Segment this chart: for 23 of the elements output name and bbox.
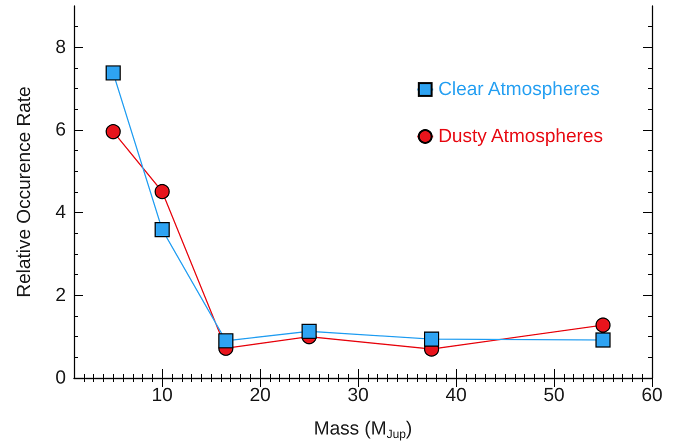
point <box>106 124 121 140</box>
y-tick-label: 6 <box>55 120 66 140</box>
x-tick-label: 40 <box>445 385 467 406</box>
y-tick-label: 8 <box>55 36 66 58</box>
point <box>424 332 440 347</box>
point <box>595 332 611 348</box>
legend-label: Dusty Atmospheres <box>438 126 603 147</box>
point <box>218 333 234 348</box>
y-axis-title: Relative Occurence Rate <box>14 86 35 298</box>
x-tick-label: 60 <box>641 385 663 406</box>
y-tick-label: 0 <box>55 368 66 388</box>
y-tick-label: 2 <box>55 284 66 306</box>
point <box>302 324 317 339</box>
y-tick-label: 4 <box>55 202 66 224</box>
point <box>106 65 121 81</box>
x-tick-label: 10 <box>152 385 173 406</box>
point <box>154 222 170 238</box>
x-tick-label: 30 <box>348 385 369 406</box>
x-tick-label: 50 <box>543 385 565 406</box>
point <box>595 317 611 333</box>
legend-label: Clear Atmospheres <box>438 79 600 100</box>
point <box>154 184 170 200</box>
x-tick-label: 20 <box>250 385 271 406</box>
